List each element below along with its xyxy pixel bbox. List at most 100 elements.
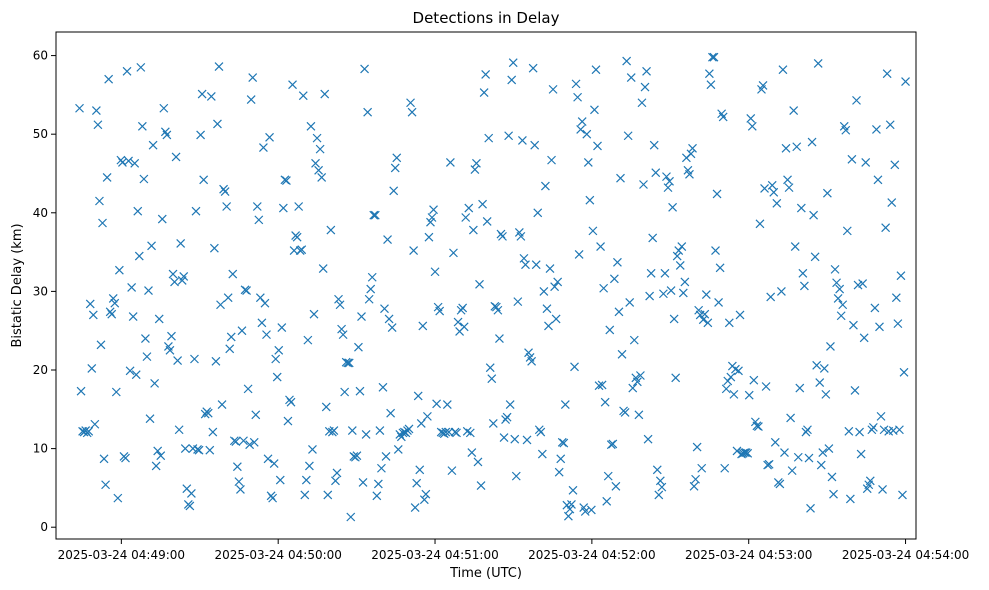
data-point	[568, 485, 578, 495]
data-point	[275, 475, 285, 485]
data-point	[675, 261, 685, 270]
data-point	[499, 433, 509, 443]
data-point	[426, 217, 435, 227]
data-point	[309, 309, 319, 319]
data-point	[301, 475, 311, 485]
data-point	[208, 427, 218, 437]
data-point	[689, 481, 699, 491]
data-point	[393, 444, 403, 454]
data-point	[367, 272, 377, 282]
data-point	[338, 330, 348, 340]
data-point	[236, 485, 245, 494]
data-point	[441, 427, 451, 437]
data-point	[85, 299, 95, 309]
data-point	[530, 140, 540, 150]
data-point	[701, 290, 711, 299]
data-point	[185, 501, 195, 511]
data-point	[764, 459, 774, 469]
data-point	[214, 62, 224, 72]
data-point	[344, 358, 354, 368]
data-point	[784, 183, 794, 193]
data-point	[718, 112, 728, 122]
data-point	[435, 306, 445, 316]
data-point	[508, 58, 518, 68]
data-point	[404, 424, 414, 434]
x-tick-label: 2025-03-24 04:51:00	[371, 548, 498, 562]
data-point	[806, 503, 815, 513]
data-point	[312, 133, 322, 143]
data-point	[375, 426, 385, 435]
y-tick-label: 30	[33, 284, 48, 298]
data-point	[732, 446, 742, 456]
data-point	[174, 425, 184, 435]
data-point	[775, 479, 785, 489]
data-point	[669, 314, 679, 324]
data-point	[842, 226, 852, 236]
data-point	[226, 332, 236, 342]
data-point	[597, 380, 607, 390]
data-point	[632, 377, 642, 387]
data-point	[179, 272, 189, 281]
data-point	[407, 107, 417, 117]
data-point	[646, 268, 656, 278]
data-point	[511, 471, 521, 481]
data-point	[272, 372, 282, 382]
data-point	[849, 320, 858, 330]
data-point	[780, 448, 789, 457]
data-point	[159, 103, 169, 113]
data-point	[668, 202, 678, 212]
data-point	[427, 213, 437, 222]
y-tick-label: 50	[33, 127, 48, 141]
data-point	[95, 196, 104, 206]
data-point	[205, 445, 215, 455]
data-point	[804, 453, 814, 463]
data-point	[896, 271, 906, 281]
data-point	[225, 344, 235, 354]
data-point	[485, 363, 495, 373]
data-point	[608, 439, 618, 449]
data-point	[137, 121, 147, 131]
data-point	[465, 428, 475, 438]
data-point	[257, 318, 267, 328]
data-point	[588, 226, 598, 236]
data-point	[173, 356, 183, 365]
data-point	[419, 495, 429, 505]
data-point	[565, 504, 575, 514]
data-point	[778, 65, 788, 75]
data-point	[242, 286, 251, 296]
data-point	[475, 279, 484, 289]
data-point	[102, 172, 112, 182]
data-point	[795, 383, 805, 393]
data-point	[223, 293, 233, 303]
data-point	[559, 438, 569, 448]
data-point	[364, 294, 374, 304]
data-point	[340, 387, 350, 397]
data-point	[885, 120, 895, 130]
data-point	[729, 389, 739, 399]
data-point	[196, 130, 206, 140]
data-point	[144, 286, 153, 296]
data-point	[140, 334, 150, 343]
data-point	[758, 81, 768, 90]
y-tick-label: 60	[33, 49, 48, 63]
data-point	[723, 376, 733, 386]
data-point	[87, 364, 97, 373]
data-point	[390, 163, 400, 173]
data-point	[449, 248, 458, 258]
data-point	[887, 198, 897, 207]
data-point	[76, 386, 86, 396]
data-point	[415, 465, 425, 475]
data-point	[386, 408, 396, 418]
data-point	[859, 333, 869, 343]
data-point	[786, 413, 796, 423]
data-point	[772, 198, 782, 208]
data-point	[251, 410, 261, 420]
data-point	[259, 143, 268, 152]
data-point	[249, 437, 259, 447]
data-point	[640, 82, 650, 92]
data-point	[807, 137, 817, 147]
data-point	[213, 119, 222, 129]
data-point	[329, 426, 339, 435]
data-point	[602, 496, 612, 506]
data-point	[845, 494, 855, 504]
